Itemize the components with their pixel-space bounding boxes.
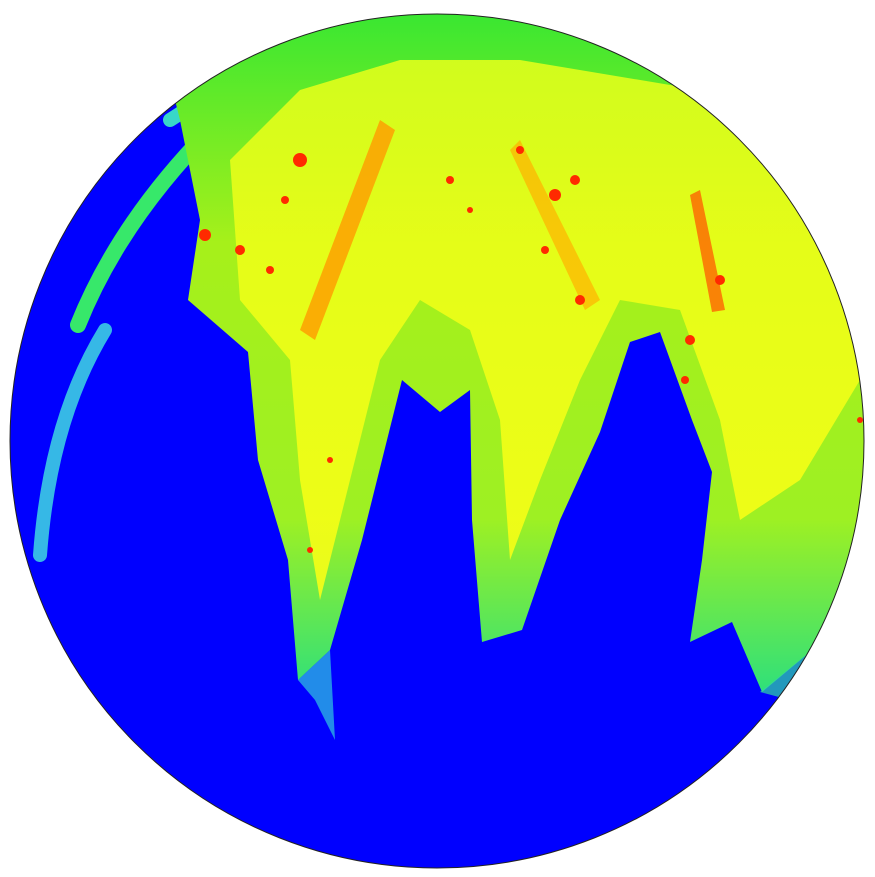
peak [685, 335, 695, 345]
peak [281, 196, 289, 204]
peak [446, 176, 454, 184]
peak [516, 146, 524, 154]
peak [715, 275, 725, 285]
peak [327, 457, 333, 463]
peak [235, 245, 245, 255]
ridge [510, 140, 600, 310]
land-streak [33, 323, 112, 562]
peak [575, 295, 585, 305]
peak [857, 417, 863, 423]
peak [681, 376, 689, 384]
peak [467, 207, 473, 213]
peak [570, 175, 580, 185]
peak [541, 246, 549, 254]
ridge [300, 120, 395, 340]
highland [230, 60, 860, 600]
globe-outline [9, 13, 865, 869]
peak [549, 189, 561, 201]
shelf [298, 650, 335, 740]
peak [266, 266, 274, 274]
peaks [199, 146, 863, 553]
peak [307, 547, 313, 553]
peak [199, 229, 211, 241]
peak [293, 153, 307, 167]
